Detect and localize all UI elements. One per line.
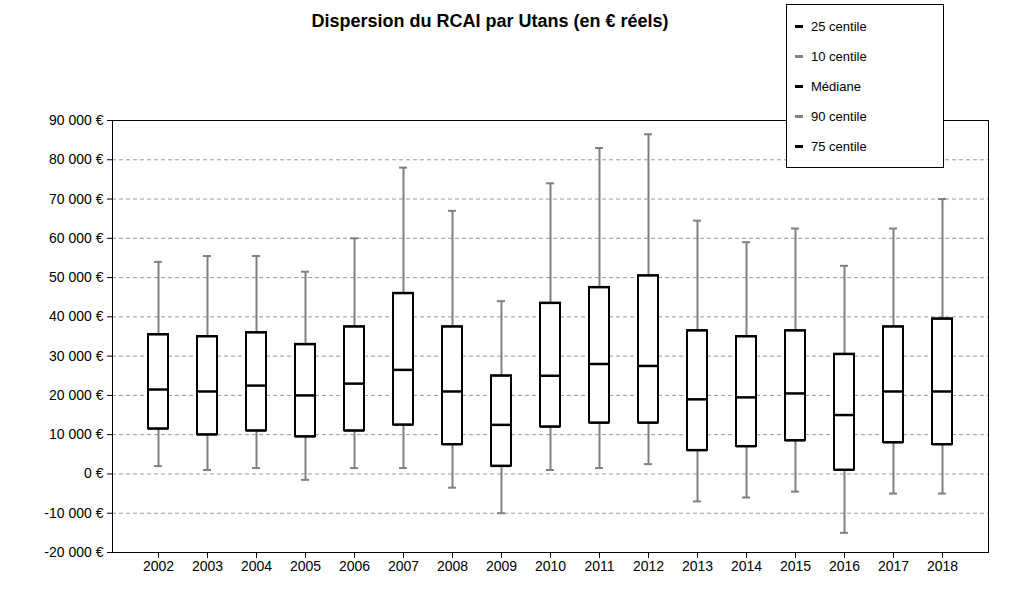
- svg-text:80 000 €: 80 000 €: [49, 151, 104, 167]
- html-text:Médiane: Médiane: [811, 78, 861, 94]
- html-text:Dispersion du RCAI par Utans (: Dispersion du RCAI par Utans (en € réels…: [311, 11, 669, 31]
- svg-text:2008: 2008: [437, 558, 468, 574]
- svg-text:-10 000 €: -10 000 €: [44, 505, 103, 521]
- svg-text:10 000 €: 10 000 €: [49, 426, 104, 442]
- svg-text:2017: 2017: [878, 558, 909, 574]
- svg-text:2005: 2005: [290, 558, 321, 574]
- svg-text:30 000 €: 30 000 €: [49, 348, 104, 364]
- svg-text:60 000 €: 60 000 €: [49, 230, 104, 246]
- html-text:90 centile: 90 centile: [811, 108, 867, 124]
- svg-text:-20 000 €: -20 000 €: [44, 544, 103, 560]
- svg-text:2007: 2007: [388, 558, 419, 574]
- svg-text:2006: 2006: [339, 558, 370, 574]
- svg-text:2009: 2009: [486, 558, 517, 574]
- svg-text:2016: 2016: [829, 558, 860, 574]
- svg-text:0 €: 0 €: [84, 465, 104, 481]
- svg-text:20 000 €: 20 000 €: [49, 387, 104, 403]
- html-text:25 centile: 25 centile: [811, 18, 867, 34]
- svg-text:2015: 2015: [780, 558, 811, 574]
- svg-text:2010: 2010: [535, 558, 566, 574]
- svg-text:2014: 2014: [731, 558, 762, 574]
- svg-text:90 000 €: 90 000 €: [49, 112, 104, 128]
- svg-text:2003: 2003: [192, 558, 223, 574]
- svg-text:2004: 2004: [241, 558, 272, 574]
- svg-text:70 000 €: 70 000 €: [49, 191, 104, 207]
- svg-text:2018: 2018: [927, 558, 958, 574]
- svg-text:2012: 2012: [633, 558, 664, 574]
- svg-text:50 000 €: 50 000 €: [49, 269, 104, 285]
- html-text:75 centile: 75 centile: [811, 138, 867, 154]
- svg-text:2002: 2002: [143, 558, 174, 574]
- svg-text:2011: 2011: [584, 558, 614, 574]
- svg-text:2013: 2013: [682, 558, 713, 574]
- svg-text:40 000 €: 40 000 €: [49, 308, 104, 324]
- html-text:10 centile: 10 centile: [811, 48, 867, 64]
